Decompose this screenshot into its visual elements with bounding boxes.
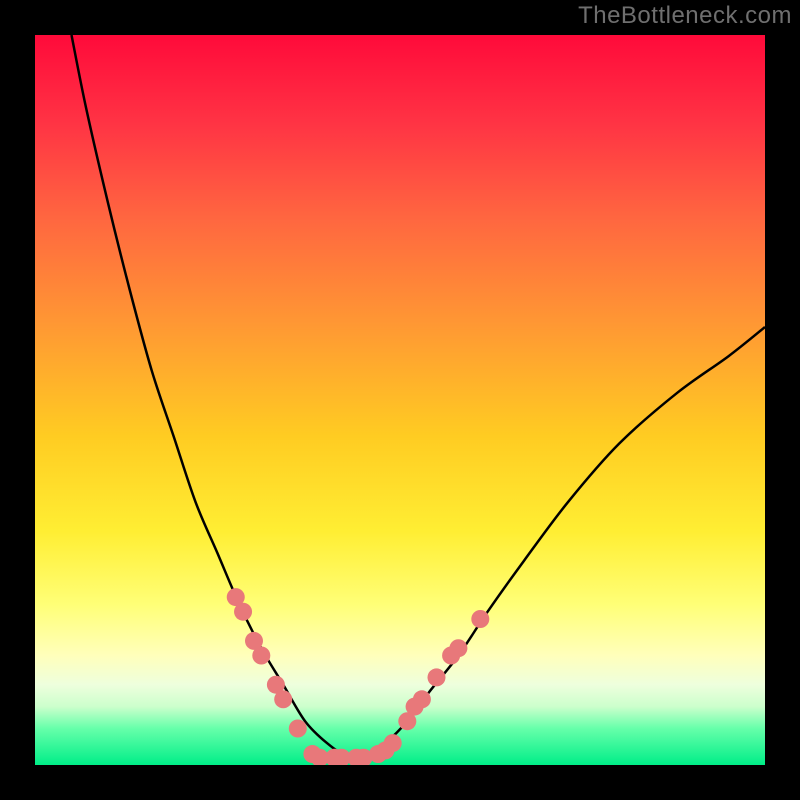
chart-container: TheBottleneck.com [0, 0, 800, 800]
gradient-background [35, 35, 765, 765]
scatter-point [252, 647, 270, 665]
watermark-text: TheBottleneck.com [578, 2, 792, 30]
scatter-point [471, 610, 489, 628]
chart-svg [35, 35, 765, 765]
plot-area [35, 35, 765, 765]
scatter-point [449, 639, 467, 657]
scatter-point [234, 603, 252, 621]
scatter-point [274, 690, 292, 708]
scatter-point [384, 734, 402, 752]
scatter-point [289, 720, 307, 738]
scatter-point [428, 668, 446, 686]
scatter-point [413, 690, 431, 708]
